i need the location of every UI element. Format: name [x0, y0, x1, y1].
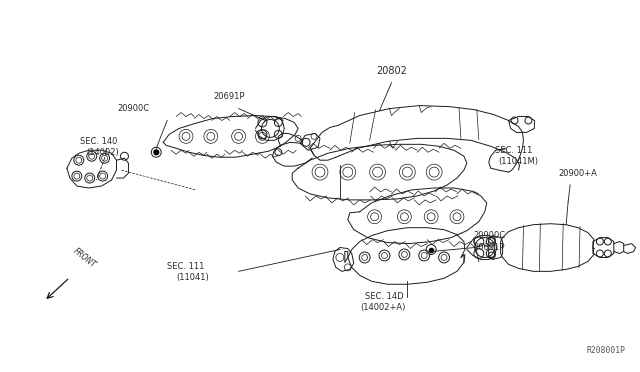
Text: R208001P: R208001P: [587, 346, 626, 355]
Text: 20691P: 20691P: [213, 92, 244, 101]
Text: SEC. 111: SEC. 111: [495, 146, 532, 155]
Text: SEC. 140: SEC. 140: [80, 137, 117, 146]
Text: 20900C: 20900C: [117, 103, 149, 113]
Text: (14002): (14002): [86, 148, 118, 157]
Text: 20900C: 20900C: [474, 231, 506, 240]
Text: SEC. 111: SEC. 111: [167, 262, 205, 271]
Text: 20691P: 20691P: [474, 243, 506, 251]
Text: 20900+A: 20900+A: [558, 169, 597, 178]
Text: (11041): (11041): [177, 273, 209, 282]
Text: (11041M): (11041M): [499, 157, 539, 166]
Text: SEC. 14D: SEC. 14D: [365, 292, 404, 301]
Text: (14002+A): (14002+A): [360, 303, 405, 312]
Text: FRONT: FRONT: [72, 246, 98, 269]
Text: 20802: 20802: [376, 66, 407, 76]
